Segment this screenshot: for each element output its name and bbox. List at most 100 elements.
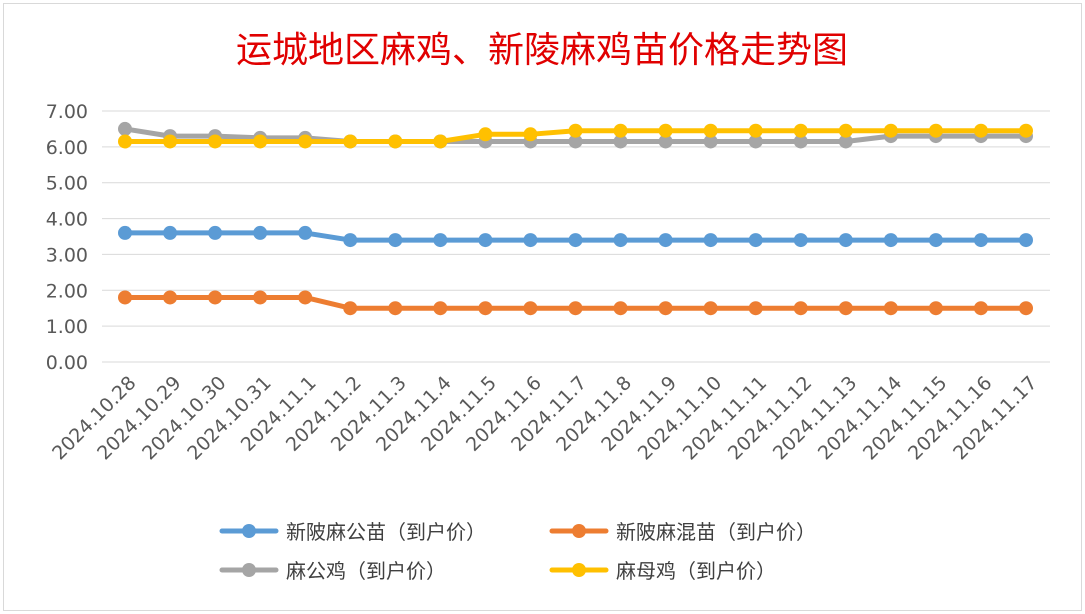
- data-point: [748, 301, 763, 316]
- data-point: [523, 233, 538, 248]
- y-axis-ticks: 0.00 1.00 2.00 3.00 4.00 5.00 6.00 7.00: [46, 101, 88, 374]
- data-point: [748, 233, 763, 248]
- grid-lines: [102, 110, 1050, 363]
- legend-marker: [242, 563, 256, 577]
- data-point: [253, 134, 268, 149]
- data-point: [523, 301, 538, 316]
- data-point: [928, 301, 943, 316]
- data-point: [433, 134, 448, 149]
- data-point: [613, 123, 628, 138]
- data-point: [883, 233, 898, 248]
- data-point: [208, 134, 223, 149]
- data-point: [118, 290, 132, 305]
- legend-item: 新陂麻公苗（到户价）: [219, 520, 486, 544]
- y-tick-label: 4.00: [46, 209, 88, 231]
- legend-item: 新陂麻混苗（到户价）: [549, 520, 816, 544]
- y-tick-label: 2.00: [46, 280, 88, 302]
- legend-marker: [242, 524, 256, 538]
- data-point: [703, 123, 718, 138]
- data-point: [298, 290, 313, 305]
- data-point: [928, 233, 943, 248]
- data-point: [1019, 301, 1033, 316]
- data-point: [748, 123, 763, 138]
- data-point: [118, 134, 132, 149]
- data-point: [793, 301, 808, 316]
- data-point: [703, 134, 718, 149]
- data-point: [793, 123, 808, 138]
- data-point: [748, 134, 763, 149]
- data-point: [658, 301, 673, 316]
- data-point: [253, 290, 268, 305]
- y-tick-label: 0.00: [46, 352, 88, 374]
- data-point: [388, 134, 403, 149]
- data-point: [253, 225, 268, 240]
- legend: 新陂麻公苗（到户价） 新陂麻混苗（到户价） 麻公鸡（到户价） 麻母鸡（到户价）: [219, 520, 816, 583]
- series-2: [118, 290, 1033, 316]
- data-point: [478, 127, 493, 142]
- y-tick-label: 5.00: [46, 173, 88, 195]
- data-point: [658, 134, 673, 149]
- legend-item: 麻公鸡（到户价）: [219, 559, 446, 583]
- legend-label: 新陂麻公苗（到户价）: [286, 520, 486, 544]
- data-point: [613, 233, 628, 248]
- data-point: [838, 123, 853, 138]
- legend-label: 麻公鸡（到户价）: [286, 559, 446, 583]
- x-axis-ticks: 2024.10.282024.10.292024.10.302024.10.31…: [48, 372, 1041, 464]
- data-point: [163, 225, 178, 240]
- data-point: [973, 233, 988, 248]
- data-point: [298, 134, 313, 149]
- data-point: [658, 233, 673, 248]
- chart-title: 运城地区麻鸡、新陵麻鸡苗价格走势图: [236, 30, 848, 71]
- data-point: [838, 134, 853, 149]
- legend-item: 麻母鸡（到户价）: [549, 559, 776, 583]
- data-point: [793, 134, 808, 149]
- data-point: [613, 301, 628, 316]
- data-point: [883, 123, 898, 138]
- data-point: [343, 134, 358, 149]
- data-point: [343, 233, 358, 248]
- legend-marker: [572, 563, 586, 577]
- data-point: [568, 233, 583, 248]
- data-point: [613, 134, 628, 149]
- data-point: [388, 301, 403, 316]
- data-point: [118, 121, 132, 136]
- data-point: [478, 233, 493, 248]
- data-point: [523, 127, 538, 142]
- legend-marker: [572, 524, 586, 538]
- data-point: [433, 301, 448, 316]
- series-lines: [118, 121, 1033, 316]
- data-point: [163, 134, 178, 149]
- data-point: [568, 301, 583, 316]
- data-point: [838, 233, 853, 248]
- data-point: [703, 301, 718, 316]
- data-point: [793, 233, 808, 248]
- data-point: [658, 123, 673, 138]
- legend-label: 新陂麻混苗（到户价）: [616, 520, 816, 544]
- y-tick-label: 1.00: [46, 316, 88, 338]
- data-point: [208, 290, 223, 305]
- data-point: [928, 123, 943, 138]
- legend-label: 麻母鸡（到户价）: [616, 559, 776, 583]
- data-point: [478, 301, 493, 316]
- data-point: [1019, 123, 1033, 138]
- data-point: [118, 225, 132, 240]
- data-point: [343, 301, 358, 316]
- series-4: [118, 123, 1033, 149]
- data-point: [208, 225, 223, 240]
- data-point: [1019, 233, 1033, 248]
- data-point: [388, 233, 403, 248]
- y-tick-label: 3.00: [46, 244, 88, 266]
- data-point: [838, 301, 853, 316]
- data-point: [568, 123, 583, 138]
- y-tick-label: 6.00: [46, 137, 88, 159]
- data-point: [883, 301, 898, 316]
- data-point: [973, 123, 988, 138]
- series-1: [118, 225, 1033, 248]
- data-point: [973, 301, 988, 316]
- data-point: [163, 290, 178, 305]
- data-point: [568, 134, 583, 149]
- data-point: [298, 225, 313, 240]
- data-point: [703, 233, 718, 248]
